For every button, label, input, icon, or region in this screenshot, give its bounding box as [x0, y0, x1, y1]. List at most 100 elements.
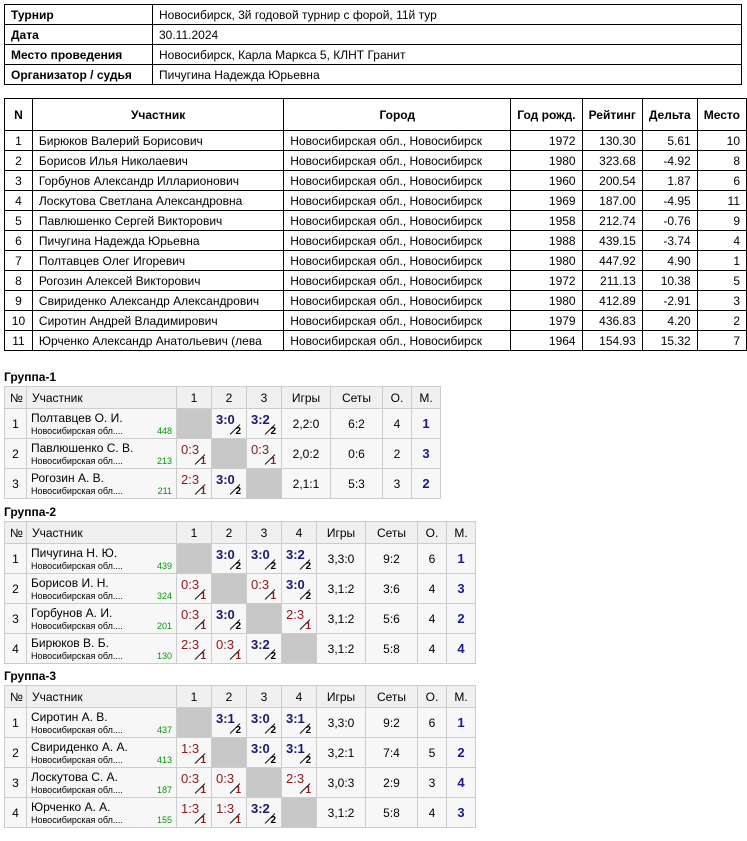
score-cell: 1:3 1 — [211, 797, 247, 828]
participant: Борисов И. Н. Новосибирская обл.... 324 — [26, 573, 177, 604]
row-number: 2 — [4, 438, 27, 469]
player-cell: 7 — [4, 250, 33, 271]
score-cell: 2:3 1 — [281, 767, 317, 798]
player-cell: Борисов Илья Николаевич — [31, 150, 285, 171]
points: 2 — [305, 561, 311, 572]
games: 2,1:1 — [281, 468, 331, 499]
rating: 130 — [156, 651, 172, 661]
city: Новосибирская обл.... — [31, 486, 123, 496]
player-cell: 1988 — [510, 230, 583, 251]
points: 2 — [270, 426, 276, 437]
group-row: 2 Свириденко А. А. Новосибирская обл.... 41… — [4, 737, 476, 768]
name: Рогозин А. В. — [31, 471, 104, 485]
place: 4 — [446, 633, 476, 664]
column-header: 3 — [246, 685, 282, 708]
points: 2 — [235, 725, 241, 736]
column-header: Участник — [26, 386, 177, 409]
group-row: 2 Павлюшенко С. В. Новосибирская обл.... 21… — [4, 438, 441, 469]
column-header: Игры — [316, 521, 366, 544]
player-cell: Горбунов Александр Илларионович — [31, 170, 285, 191]
player-cell: 15.32 — [641, 330, 698, 351]
score: 1:3 — [181, 741, 200, 756]
column-header: О. — [417, 685, 447, 708]
sets: 0:6 — [330, 438, 383, 469]
score-cell: 3:1 2 — [281, 737, 317, 768]
player-cell: 4 — [4, 190, 33, 211]
rating: 201 — [156, 621, 172, 631]
score: 0:3 — [251, 577, 270, 592]
row-number: 2 — [4, 737, 27, 768]
participant: Рогозин А. В. Новосибирская обл.... 211 — [26, 468, 177, 499]
player-cell: 6 — [4, 230, 33, 251]
player-cell: 130.30 — [581, 130, 643, 151]
name: Лоскутова С. А. — [31, 770, 118, 784]
player-cell: 2 — [696, 310, 747, 331]
player-cell: 10 — [696, 130, 747, 151]
player-cell: 11 — [4, 330, 33, 351]
points: 2 — [235, 426, 241, 437]
points-total: 5 — [417, 737, 447, 768]
points: 2 — [235, 486, 241, 497]
player-cell: 1972 — [510, 130, 583, 151]
player-cell: 10 — [4, 310, 33, 331]
rating: 437 — [156, 725, 172, 735]
player-cell: 1972 — [510, 270, 583, 291]
row-number: 1 — [4, 408, 27, 439]
group-row: 3 Рогозин А. В. Новосибирская обл.... 211 2:… — [4, 468, 441, 499]
player-cell: 6 — [696, 170, 747, 191]
games: 3,1:2 — [316, 633, 366, 664]
player-cell: Новосибирская обл., Новосибирск — [283, 190, 512, 211]
player-row: 10 Сиротин Андрей Владимирович Новосибирск… — [4, 310, 747, 331]
points-total: 3 — [417, 767, 447, 798]
score-cell: 0:3 1 — [176, 438, 212, 469]
name: Бирюков В. Б. — [31, 636, 109, 650]
player-cell: 436.83 — [581, 310, 643, 331]
diagonal-cell — [281, 797, 317, 828]
score: 0:3 — [216, 637, 235, 652]
score: 3:2 — [251, 801, 270, 816]
city: Новосибирская обл.... — [31, 815, 123, 825]
place: 4 — [446, 767, 476, 798]
points: 1 — [235, 815, 241, 826]
column-header: Игры — [316, 685, 366, 708]
score-cell: 2:3 1 — [281, 603, 317, 634]
games: 3,0:3 — [316, 767, 366, 798]
score-cell: 3:0 2 — [246, 543, 282, 574]
column-header: М. — [411, 386, 441, 409]
diagonal-cell — [211, 573, 247, 604]
games: 3,1:2 — [316, 603, 366, 634]
points: 1 — [200, 785, 206, 796]
info-value: 30.11.2024 — [152, 24, 742, 45]
diagonal-cell — [246, 767, 282, 798]
name: Пичугина Н. Ю. — [31, 546, 118, 560]
player-cell: Рогозин Алексей Викторович — [31, 270, 285, 291]
player-cell: Пичугина Надежда Юрьевна — [31, 230, 285, 251]
score: 2:3 — [286, 771, 305, 786]
row-number: 4 — [4, 633, 27, 664]
sets: 5:6 — [365, 603, 418, 634]
points-total: 4 — [417, 603, 447, 634]
points: 2 — [270, 561, 276, 572]
column-header: О. — [417, 521, 447, 544]
player-cell: 1958 — [510, 210, 583, 231]
player-cell: 439.15 — [581, 230, 643, 251]
player-row: 1 Бирюков Валерий Борисович Новосибирская … — [4, 130, 747, 151]
diagonal-cell — [211, 737, 247, 768]
points: 1 — [200, 651, 206, 662]
column-header: 1 — [176, 386, 212, 409]
score: 3:1 — [286, 741, 305, 756]
score: 2:3 — [286, 607, 305, 622]
place: 1 — [411, 408, 441, 439]
row-number: 3 — [4, 468, 27, 499]
participant: Сиротин А. В. Новосибирская обл.... 437 — [26, 707, 177, 738]
score-cell: 3:0 2 — [211, 408, 247, 439]
score: 3:0 — [286, 577, 305, 592]
player-cell: 9 — [696, 210, 747, 231]
score: 0:3 — [251, 442, 270, 457]
player-cell: Новосибирская обл., Новосибирск — [283, 290, 512, 311]
player-cell: 187.00 — [581, 190, 643, 211]
sets: 9:2 — [365, 543, 418, 574]
points: 2 — [235, 561, 241, 572]
points: 1 — [200, 755, 206, 766]
points: 2 — [270, 651, 276, 662]
